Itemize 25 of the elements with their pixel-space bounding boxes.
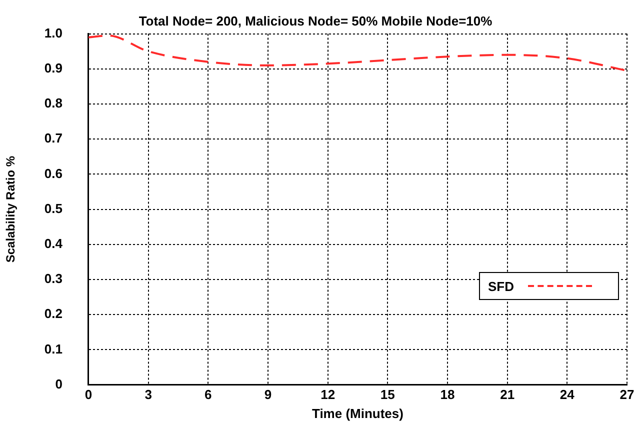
- y-tick-label: 0.1: [44, 341, 62, 356]
- y-tick-label: 0.8: [44, 96, 62, 111]
- x-tick-label: 24: [560, 387, 576, 402]
- x-tick-label: 21: [500, 387, 515, 402]
- chart-title: Total Node= 200, Malicious Node= 50% Mobile Node=10%: [138, 14, 493, 29]
- legend-label: SFD: [488, 278, 514, 294]
- y-tick-label: 0: [55, 376, 62, 392]
- x-tick-label: 9: [264, 387, 272, 402]
- y-tick-label: 0.4: [44, 236, 64, 251]
- x-tick-label: 15: [380, 387, 395, 402]
- x-tick-label: 12: [320, 387, 336, 402]
- y-tick-label: 0.9: [44, 60, 62, 76]
- x-tick-label: 6: [204, 387, 212, 402]
- y-tick-label: 0.2: [44, 306, 62, 322]
- y-tick-label: 0.5: [44, 200, 62, 216]
- y-tick-label: 1.0: [44, 25, 62, 40]
- x-tick-label: 27: [620, 387, 634, 402]
- y-tick-label: 0.7: [44, 130, 62, 146]
- x-tick-label: 18: [440, 387, 455, 402]
- x-tick-label: 0: [84, 387, 92, 402]
- y-axis-title: Scalability Ratio %: [4, 156, 18, 263]
- x-axis-title: Time (Minutes): [312, 406, 404, 421]
- y-tick-label: 0.3: [44, 271, 62, 286]
- y-tick-label: 0.6: [44, 166, 62, 181]
- x-tick-label: 3: [144, 387, 152, 402]
